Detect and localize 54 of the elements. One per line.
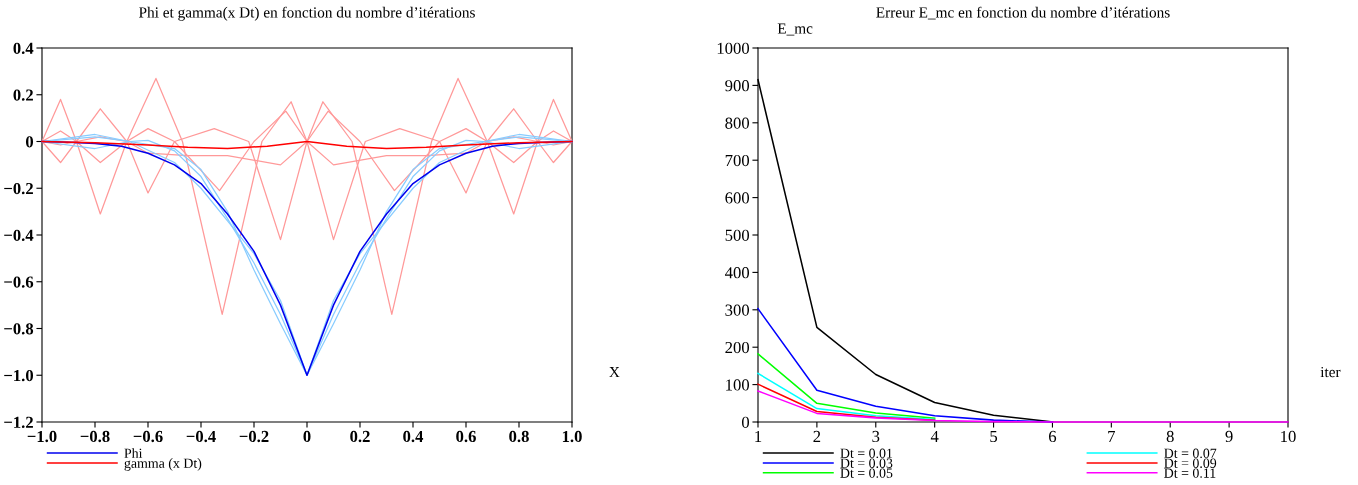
x-axis-title: X [609, 367, 620, 378]
x-tick-label: −0.6 [133, 430, 163, 443]
y-tick-label: 800 [725, 117, 750, 129]
y-tick-label: 600 [725, 192, 750, 204]
x-tick-label: 1 [755, 430, 762, 442]
y-tick-label: 200 [725, 341, 750, 354]
chart-title: Erreur E_mc en fonction du nombre d’itérations [876, 6, 1170, 20]
x-tick-label: −0.2 [239, 430, 269, 443]
legend-label: Phi [124, 448, 143, 458]
x-tick-label: 0.4 [403, 430, 424, 443]
y-tick-label: 400 [724, 267, 750, 279]
x-tick-label: 3 [872, 430, 880, 443]
x-tick-label: 9 [1225, 430, 1233, 443]
x-tick-label: −0.4 [186, 430, 216, 443]
y-tick-label: −0.4 [4, 229, 34, 242]
y-tick-label: 0 [741, 416, 750, 428]
x-tick-label: 8 [1166, 430, 1174, 443]
y-tick-label: −1.0 [4, 369, 34, 382]
y-tick-label: 100 [726, 379, 750, 391]
x-tick-label: −1.0 [27, 430, 57, 443]
x-tick-label: 0 [303, 430, 311, 443]
x-axis-title: iter [1320, 366, 1341, 378]
x-tick-label: 0.8 [509, 430, 529, 443]
y-tick-label: −0.8 [4, 323, 34, 335]
legend-label: Dt = 0.03 [840, 458, 893, 468]
x-tick-label: 7 [1108, 430, 1116, 442]
y-tick-label: 700 [725, 154, 750, 167]
y-tick-label: 900 [725, 80, 750, 92]
x-tick-label: 4 [930, 430, 939, 442]
x-tick-label: 1.0 [562, 430, 582, 443]
x-tick-label: −0.8 [80, 430, 110, 443]
x-tick-label: 10 [1281, 430, 1296, 443]
y-tick-label: 0.2 [13, 89, 33, 101]
legend-label: gamma (x Dt) [124, 458, 202, 471]
x-tick-label: 5 [990, 430, 998, 443]
x-tick-label: 0.2 [350, 430, 370, 443]
x-tick-label: 0.6 [456, 430, 476, 443]
legend-label: Dt = 0.07 [1164, 448, 1217, 459]
y-tick-label: −1.2 [4, 416, 33, 429]
x-tick-label: 2 [813, 430, 821, 442]
y-axis-title: E_mc [777, 23, 813, 36]
legend-label: Dt = 0.11 [1164, 468, 1216, 478]
legend-label: Dt = 0.09 [1164, 458, 1217, 468]
y-tick-label: 1000 [717, 42, 750, 54]
x-tick-label: 6 [1048, 430, 1057, 443]
legend-label: Dt = 0.05 [840, 468, 893, 478]
y-tick-label: 300 [725, 304, 750, 316]
y-tick-label: 500 [725, 229, 750, 241]
chart-title: Phi et gamma(x Dt) en fonction du nombre d’itérations [139, 6, 475, 21]
y-tick-label: 0.4 [13, 42, 34, 55]
y-tick-label: 0 [25, 136, 34, 148]
legend-label: Dt = 0.01 [840, 448, 893, 459]
y-tick-label: −0.6 [4, 276, 34, 288]
y-tick-label: −0.2 [4, 182, 33, 195]
